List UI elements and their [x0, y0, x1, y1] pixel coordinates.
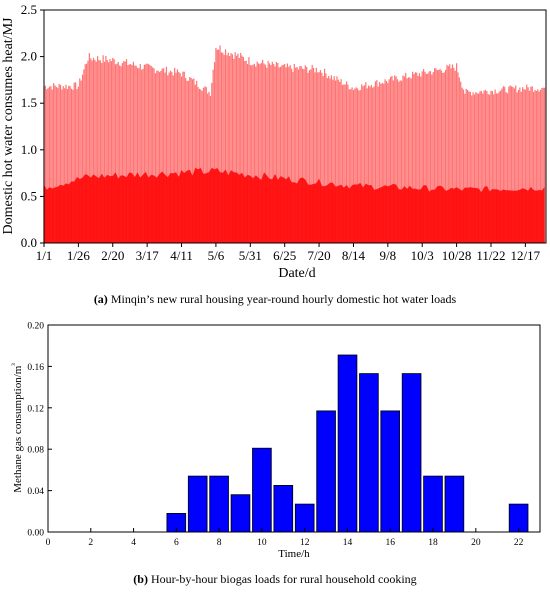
chart-b-xtick-label: 2 [88, 538, 93, 548]
bar-hour-16 [380, 410, 400, 533]
caption-b-text: Hour-by-hour biogas loads for rural hous… [147, 572, 417, 586]
chart-b-xtick-label: 16 [386, 538, 396, 548]
chart-a-ytick-label: 0.5 [21, 188, 37, 203]
bar-hour-17 [401, 373, 422, 533]
chart-a-xtick-label: 8/14 [342, 248, 366, 263]
chart-a-xtick-label: 10/3 [411, 248, 434, 263]
caption-a: (a) Minqin’s new rural housing year-roun… [0, 292, 550, 307]
caption-b-label: (b) [133, 572, 148, 586]
bar-hour-14 [337, 354, 358, 533]
chart-b-ytick-label: 0.12 [27, 404, 44, 414]
bar-hour-12 [294, 503, 315, 533]
bar-hour-15 [359, 373, 379, 533]
chart-b-ytick-label: 0.08 [27, 446, 44, 456]
bar-hour-11 [273, 484, 294, 533]
chart-a-xtick-label: 5/31 [239, 248, 262, 263]
chart-b-xtick-label: 14 [343, 538, 353, 548]
chart-a: Domestic hot water consumes heat/MJ Date… [1, 2, 547, 281]
chart-b-xtick-label: 20 [471, 538, 481, 548]
caption-b: (b) Hour-by-hour biogas loads for rural … [0, 572, 550, 587]
bar-hour-8 [209, 475, 229, 533]
chart-a-ytick-label: 1.0 [21, 142, 37, 157]
chart-a-xtick-label: 10/28 [442, 248, 472, 263]
chart-b-ytick-label: 0.16 [27, 363, 44, 373]
bar-hour-13 [316, 410, 336, 533]
chart-a-xtick-label: 9/8 [380, 248, 397, 263]
chart-b-ytick-label: 0.20 [27, 322, 44, 332]
chart-b-xtick-label: 12 [300, 538, 310, 548]
chart-a-xtick-label: 7/20 [308, 248, 331, 263]
dense-load-band [44, 167, 545, 243]
chart-a-xtick-label: 11/22 [476, 248, 505, 263]
chart-b-xlabel: Time/h [278, 548, 310, 560]
chart-a-xtick-label: 6/25 [273, 248, 296, 263]
chart-b-frame [47, 324, 541, 533]
bar-hour-9 [230, 494, 251, 533]
chart-a-frame [43, 9, 547, 244]
chart-b-xtick-label: 22 [514, 538, 524, 548]
caption-a-text: Minqin’s new rural housing year-round ho… [107, 292, 457, 306]
chart-b-xtick-label: 6 [174, 538, 179, 548]
chart-a-xtick-label: 5/6 [208, 248, 225, 263]
chart-a-ytick-label: 1.5 [21, 95, 37, 110]
chart-a-xtick-label: 12/17 [511, 248, 541, 263]
chart-a-ylabel: Domestic hot water consumes heat/MJ [1, 17, 16, 235]
chart-a-xtick-label: 3/17 [136, 248, 160, 263]
bar-hour-7 [187, 475, 208, 533]
chart-b-ylabel: Methane gas consumption/m³ [10, 363, 24, 493]
chart-a-xtick-label: 2/20 [101, 248, 124, 263]
chart-a-ytick-label: 2.0 [21, 49, 37, 64]
chart-b-xtick-label: 18 [428, 538, 438, 548]
bar-hour-18 [423, 475, 443, 533]
chart-b-xtick-label: 8 [217, 538, 222, 548]
chart-b-xtick-label: 10 [257, 538, 267, 548]
caption-a-label: (a) [93, 292, 108, 306]
bar-hour-10 [252, 447, 272, 533]
bar-hour-22 [508, 503, 529, 533]
chart-a-xlabel: Date/d [278, 266, 315, 281]
chart-a-ytick-label: 2.5 [21, 2, 37, 17]
chart-a-xtick-label: 1/26 [67, 248, 91, 263]
chart-b-xtick-label: 0 [46, 538, 51, 548]
chart-b: Methane gas consumption/m³ Time/h 0.00 0.… [10, 322, 541, 560]
chart-b-xtick-label: 4 [131, 538, 136, 548]
chart-a-ytick-label: 0.0 [21, 235, 37, 250]
chart-b-ytick-label: 0.00 [27, 529, 44, 539]
chart-b-ytick-label: 0.04 [27, 487, 44, 497]
bar-hour-19 [444, 475, 465, 533]
chart-a-xtick-label: 1/1 [36, 248, 53, 263]
chart-a-xtick-label: 4/11 [170, 248, 193, 263]
